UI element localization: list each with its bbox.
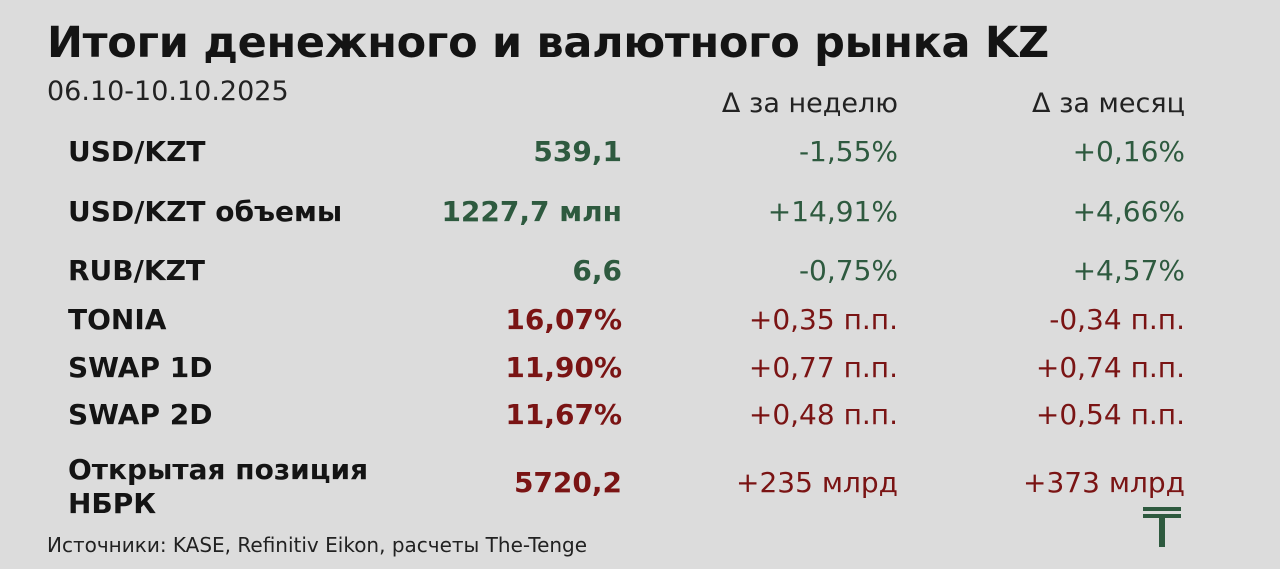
row-label: USD/KZT объемы bbox=[68, 195, 343, 228]
row-week-change: +235 млрд bbox=[736, 466, 898, 499]
row-month-change: +4,57% bbox=[1072, 254, 1185, 287]
page-title: Итоги денежного и валютного рынка KZ bbox=[47, 18, 1049, 68]
row-week-change: +14,91% bbox=[767, 195, 898, 228]
row-value: 11,67% bbox=[505, 398, 622, 431]
column-header-week: Δ за неделю bbox=[721, 88, 898, 119]
row-value: 6,6 bbox=[572, 254, 622, 287]
row-value: 11,90% bbox=[505, 351, 622, 384]
row-week-change: -1,55% bbox=[798, 135, 898, 168]
the-tenge-logo-icon bbox=[1143, 507, 1181, 547]
row-value: 1227,7 млн bbox=[441, 195, 622, 228]
table-row-swap-2d: SWAP 2D 11,67% +0,48 п.п. +0,54 п.п. bbox=[0, 393, 1280, 437]
column-header-month: Δ за месяц bbox=[1032, 88, 1185, 119]
row-label: TONIA bbox=[68, 303, 167, 336]
row-month-change: +4,66% bbox=[1072, 195, 1185, 228]
table-row-open-position: Открытая позиция НБРК 5720,2 +235 млрд +… bbox=[0, 453, 1280, 520]
table-row-swap-1d: SWAP 1D 11,90% +0,77 п.п. +0,74 п.п. bbox=[0, 346, 1280, 390]
source-note: Источники: KASE, Refinitiv Eikon, расчет… bbox=[47, 533, 588, 557]
table-row-usd-kzt: USD/KZT 539,1 -1,55% +0,16% bbox=[0, 130, 1280, 174]
row-month-change: +373 млрд bbox=[1023, 466, 1185, 499]
date-range: 06.10-10.10.2025 bbox=[47, 76, 289, 107]
row-label: SWAP 2D bbox=[68, 398, 213, 431]
row-month-change: -0,34 п.п. bbox=[1049, 303, 1185, 336]
table-row-rub-kzt: RUB/KZT 6,6 -0,75% +4,57% bbox=[0, 249, 1280, 293]
row-value: 5720,2 bbox=[513, 466, 622, 499]
row-value: 16,07% bbox=[505, 303, 622, 336]
row-month-change: +0,54 п.п. bbox=[1035, 398, 1185, 431]
table-row-usd-kzt-volume: USD/KZT объемы 1227,7 млн +14,91% +4,66% bbox=[0, 190, 1280, 234]
row-month-change: +0,74 п.п. bbox=[1035, 351, 1185, 384]
table-row-tonia: TONIA 16,07% +0,35 п.п. -0,34 п.п. bbox=[0, 298, 1280, 342]
row-week-change: +0,77 п.п. bbox=[748, 351, 898, 384]
row-week-change: -0,75% bbox=[798, 254, 898, 287]
row-value: 539,1 bbox=[533, 135, 622, 168]
row-label: SWAP 1D bbox=[68, 351, 213, 384]
row-label: USD/KZT bbox=[68, 135, 206, 168]
row-week-change: +0,35 п.п. bbox=[748, 303, 898, 336]
row-label: RUB/KZT bbox=[68, 254, 205, 287]
row-week-change: +0,48 п.п. bbox=[748, 398, 898, 431]
row-label: Открытая позиция НБРК bbox=[68, 453, 369, 520]
row-month-change: +0,16% bbox=[1072, 135, 1185, 168]
